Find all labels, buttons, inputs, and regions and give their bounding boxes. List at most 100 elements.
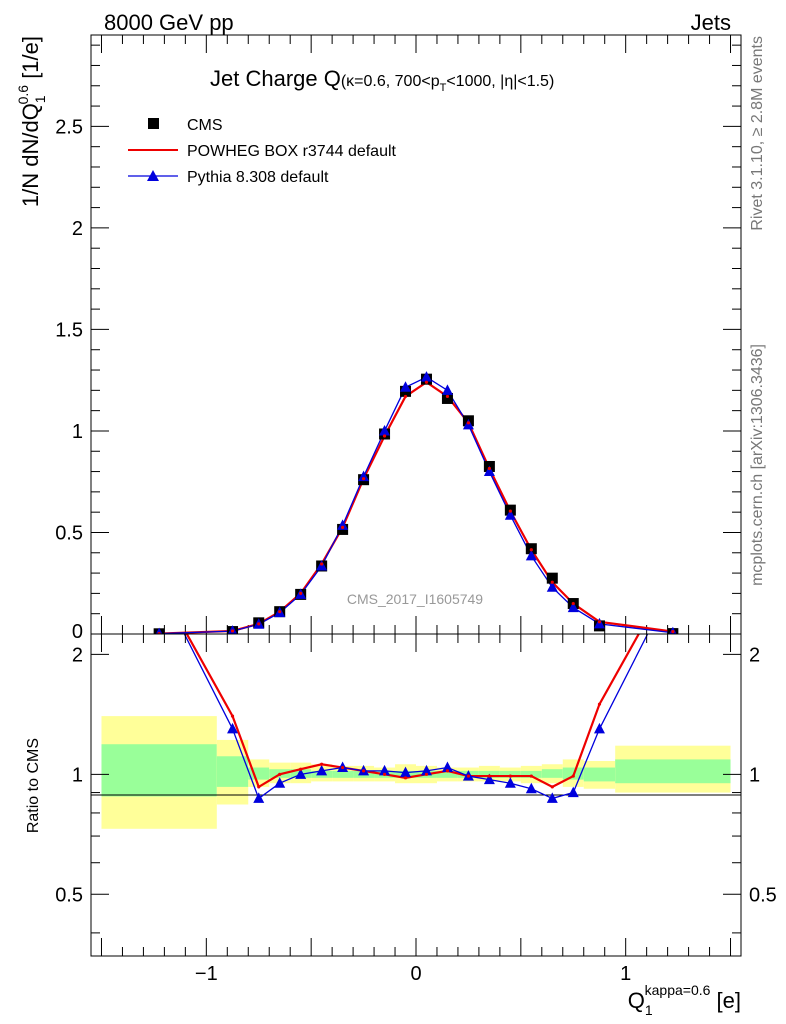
powheg-ratio-point [382, 772, 387, 776]
pythia-ratio-point [567, 786, 579, 798]
legend-cms-label: CMS [187, 117, 223, 134]
powheg-ratio-point [466, 774, 471, 778]
powheg-ratio-point [571, 774, 575, 778]
main-series-layer [153, 371, 679, 634]
ratio-y-tick-label-right: 0.5 [749, 884, 777, 906]
ratio-panel: 0.5 0.5 1 1 2 2 −1 0 1 Ratio to CMS Q1kappa=0.6… [25, 571, 777, 1018]
pythia-point [546, 581, 558, 592]
powheg-point [550, 580, 554, 584]
powheg-ratio-point [508, 774, 512, 778]
powheg-ratio-point [671, 571, 674, 574]
powheg-ratio-point [529, 774, 533, 778]
legend-powheg-label: POWHEG BOX r3744 default [187, 143, 397, 160]
ratio-band-inner [101, 744, 217, 797]
powheg-point [571, 601, 575, 606]
main-y-label: 1/N dN/dQ10.6 [1/e] [15, 36, 48, 207]
pythia-ratio-point [154, 578, 165, 589]
powheg-point [424, 380, 429, 384]
pythia-point [337, 519, 349, 530]
main-y-tick-label: 2 [72, 218, 83, 240]
pythia-ratio-point [441, 761, 453, 773]
pythia-point [567, 601, 579, 613]
pythia-ratio-point [593, 722, 605, 734]
ratio-y-tick-label: 2 [72, 644, 83, 666]
powheg-ratio-point [230, 714, 235, 718]
powheg-ratio-point [597, 702, 602, 706]
pythia-point [379, 424, 391, 436]
pythia-ratio-point [667, 578, 678, 589]
ratio-y-tick-label-right: 1 [749, 764, 760, 786]
ratio-x-tick-label: 1 [620, 963, 631, 985]
pythia-point [155, 627, 163, 634]
powheg-point [157, 631, 161, 634]
mcplots-label: mcplots.cern.ch [arXiv:1306.3436] [749, 344, 766, 586]
pythia-point [504, 509, 516, 520]
powheg-ratio-point [299, 767, 303, 771]
chart-title-main: Jet Charge Q [210, 66, 341, 91]
chart-title-sub-t: T [440, 82, 447, 94]
powheg-point [487, 466, 491, 471]
pythia-point [483, 465, 495, 477]
main-y-ticks: 0.5 1 1.5 2 2.5 0 [55, 44, 741, 643]
main-y-tick-label: 0 [72, 621, 83, 643]
ratio-band-inner [216, 756, 249, 787]
powheg-ratio-point [445, 769, 450, 773]
ratio-x-tick-label: −1 [195, 963, 218, 985]
ratio-y-tick-label: 0.5 [55, 884, 83, 906]
powheg-ratio-point [257, 785, 261, 789]
powheg-point [341, 525, 345, 529]
ratio-band-inner [436, 770, 458, 778]
pythia-ratio-point [504, 777, 516, 788]
powheg-point [508, 509, 512, 513]
ratio-y-tick-label-right: 2 [749, 644, 760, 666]
ratio-band-inner [615, 759, 731, 784]
powheg-point [320, 562, 324, 566]
ratio-band-inner [541, 769, 563, 778]
main-y-tick-label: 2.5 [55, 116, 83, 138]
ratio-y-ticks: 0.5 0.5 1 1 2 2 [55, 644, 777, 934]
main-y-tick-label: 1.5 [55, 319, 83, 341]
ratio-band-inner [520, 770, 542, 778]
powheg-ratio-point [278, 772, 282, 776]
chart-title-sub: (κ=0.6, 700<p [341, 73, 440, 90]
powheg-ratio-point [487, 774, 491, 778]
chart-title-sub-rest: <1000, |η|<1.5) [446, 73, 554, 90]
pythia-ratio-line [183, 634, 649, 800]
pythia-ratio-point [227, 722, 239, 734]
ratio-x-label: Q1kappa=0.6 [e] [628, 982, 741, 1018]
rivet-label: Rivet 3.1.10, ≥ 2.8M events [749, 36, 766, 231]
process-label: Jets [691, 10, 731, 35]
powheg-ratio-line [185, 634, 641, 789]
pythia-ratio-point [525, 782, 537, 794]
powheg-point [361, 477, 366, 481]
powheg-ratio-point [403, 776, 408, 780]
powheg-point [529, 548, 533, 552]
powheg-point [230, 629, 235, 633]
ratio-y-label: Ratio to CMS [25, 738, 42, 833]
pythia-ratio-point [400, 766, 412, 778]
cms-point [441, 392, 453, 404]
pythia-point [358, 470, 370, 482]
main-x-ticks [100, 35, 732, 634]
powheg-point [299, 591, 303, 595]
ratio-y-tick-label: 1 [72, 764, 83, 786]
pythia-point [420, 371, 432, 382]
ratio-x-tick-label: 0 [410, 963, 421, 985]
powheg-point [257, 622, 261, 626]
main-y-tick-label: 0.5 [55, 522, 83, 544]
main-y-tick-label: 1 [72, 421, 83, 443]
ratio-x-ticks: −1 0 1 [100, 634, 732, 985]
pythia-ratio-point [483, 773, 495, 785]
pythia-ratio-point [546, 792, 558, 803]
legend: CMS POWHEG BOX r3744 default Pythia 8.30… [128, 117, 397, 186]
analysis-watermark: CMS_2017_I1605749 [347, 591, 483, 607]
pythia-ratio-point [253, 792, 265, 803]
cms-point [546, 572, 558, 584]
powheg-point [466, 421, 471, 425]
legend-cms-marker [148, 118, 159, 129]
powheg-ratio-point [320, 762, 324, 766]
main-panel: 0.5 1 1.5 2 2.5 0 Jet Charge Q(κ=0.6, 700<pT<… [15, 34, 742, 643]
pythia-ratio-point [316, 764, 328, 776]
powheg-point [403, 394, 408, 399]
ratio-band-inner [332, 770, 354, 778]
